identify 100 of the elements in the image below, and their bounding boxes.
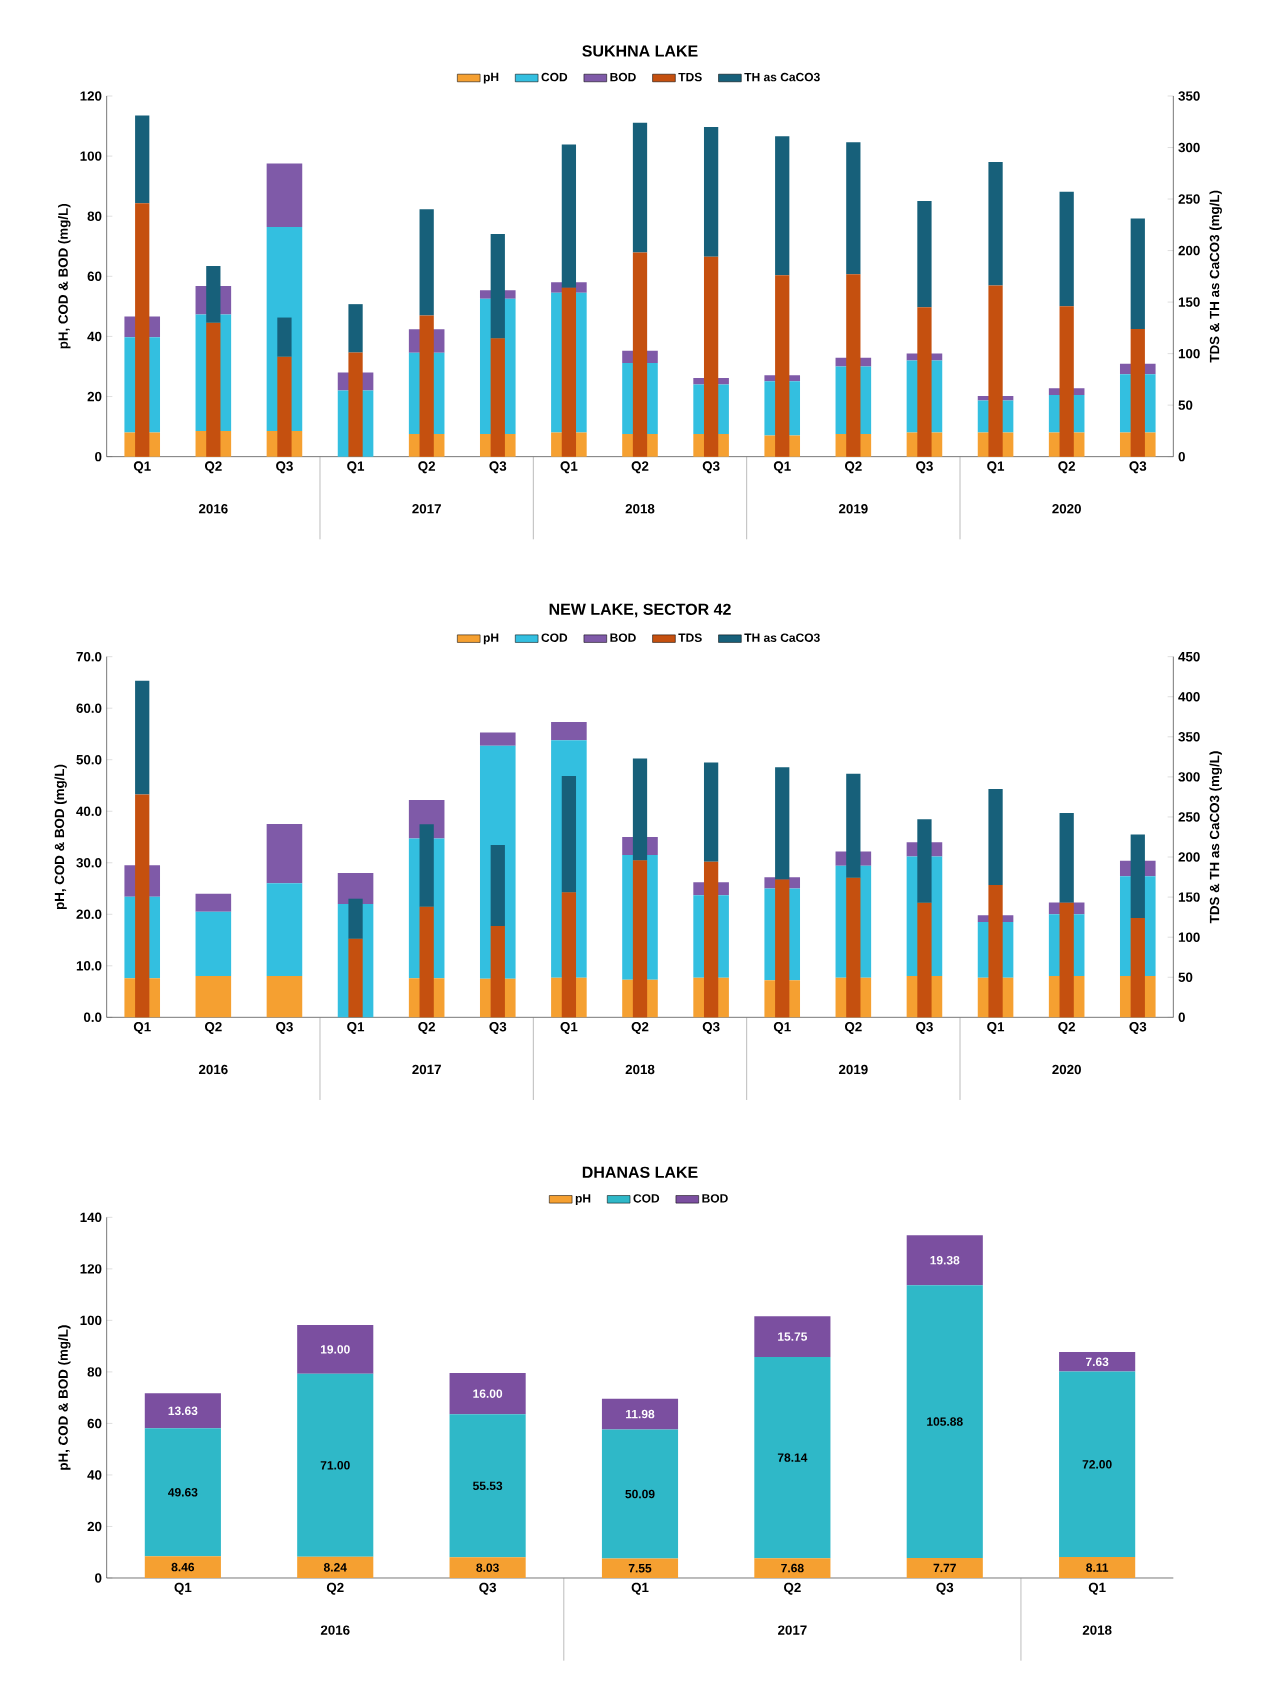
x-tick-label: Q3	[916, 1022, 933, 1034]
bar	[601, 1558, 679, 1578]
text: 2016	[198, 504, 228, 514]
data-label: 49.63	[168, 1488, 198, 1497]
y-tick-label: 40.0	[76, 806, 102, 816]
x-tick-label: Q2	[204, 1022, 222, 1034]
legend-label: TH as CaCO3	[744, 72, 820, 82]
bar	[337, 873, 374, 904]
y-tick-label: 100	[80, 1315, 102, 1326]
y-tick-label: 60	[87, 1418, 102, 1429]
bar	[1130, 218, 1145, 329]
y-tick-label: 40	[87, 331, 102, 342]
data-label: 72.00	[1082, 1460, 1112, 1469]
y-tick-label: 20	[87, 1521, 102, 1532]
y2-axis-title: TDS & TH as CaCO3 (mg/L)	[1209, 190, 1222, 363]
x-tick-label: Q1	[560, 461, 578, 474]
bar	[754, 1356, 831, 1559]
y-tick-label: 20.0	[76, 909, 102, 919]
y-tick-label: 30.0	[76, 858, 102, 868]
text: 2018	[1082, 1625, 1112, 1635]
bar	[906, 1235, 983, 1286]
data-label: 50.09	[625, 1489, 655, 1499]
y-axis-title: pH, COD & BOD (mg/L)	[54, 764, 67, 910]
y-tick-label: 20	[87, 391, 102, 402]
bar	[754, 1316, 831, 1357]
text: 2017	[778, 1625, 807, 1635]
bar	[348, 938, 363, 1018]
bar	[297, 1373, 374, 1557]
text: 2020	[1052, 504, 1081, 514]
y2-tick-label: 0	[1178, 451, 1185, 462]
y-tick-label: 120	[80, 1264, 102, 1274]
bar	[297, 1556, 374, 1578]
data-label: 71.00	[320, 1461, 350, 1470]
y-tick-label: 40	[87, 1470, 102, 1480]
x-tick-label: Q2	[844, 461, 862, 474]
y2-tick-label: 150	[1178, 297, 1200, 307]
bar	[266, 163, 303, 228]
y-tick-label: 50.0	[76, 755, 102, 765]
chart-title: DHANAS LAKE	[582, 1166, 698, 1178]
text: 2017	[412, 504, 441, 514]
text: 2016	[198, 1064, 228, 1075]
x-tick-label: Q2	[1058, 1022, 1076, 1034]
x-tick-label: Q1	[631, 1582, 649, 1595]
bar	[632, 122, 648, 253]
bar	[144, 1393, 221, 1429]
y2-tick-label: 300	[1178, 142, 1200, 153]
x-tick-label: Q1	[560, 1022, 578, 1034]
legend-label: COD	[541, 633, 568, 642]
y-axis-title: pH, COD & BOD (mg/L)	[58, 1325, 71, 1470]
x-tick-label: Q2	[418, 1022, 436, 1034]
bar	[297, 1324, 374, 1374]
legend-label: TH as CaCO3	[744, 633, 820, 642]
data-label: 7.68	[781, 1563, 804, 1573]
data-label: 16.00	[473, 1389, 503, 1398]
bar	[419, 209, 434, 316]
y-tick-label: 120	[80, 91, 102, 101]
bar	[348, 304, 363, 353]
bar	[266, 824, 303, 884]
bar	[1059, 1557, 1136, 1578]
data-label: 13.63	[168, 1406, 198, 1416]
bar	[601, 1398, 679, 1430]
bar	[195, 893, 232, 912]
x-tick-label: Q2	[631, 461, 649, 474]
text: 2020	[1052, 1064, 1081, 1075]
data-label: 19.00	[320, 1345, 350, 1354]
bar	[135, 680, 150, 795]
bar	[1059, 191, 1074, 307]
bar	[266, 976, 303, 1018]
y2-tick-label: 150	[1178, 892, 1200, 902]
x-tick-label: Q3	[702, 1022, 720, 1034]
legend-label: TDS	[678, 72, 702, 82]
y-tick-label: 100	[80, 151, 102, 161]
y2-tick-label: 350	[1178, 91, 1200, 101]
data-label: 105.88	[927, 1417, 963, 1426]
y2-tick-label: 300	[1178, 772, 1200, 782]
data-label: 8.11	[1086, 1563, 1109, 1572]
legend-label: COD	[633, 1194, 660, 1203]
y2-tick-label: 100	[1178, 932, 1200, 942]
y2-tick-label: 50	[1178, 972, 1193, 982]
y-tick-label: 80	[87, 211, 102, 221]
bar	[266, 883, 303, 977]
x-tick-label: Q2	[844, 1022, 862, 1034]
bar	[449, 1557, 526, 1578]
bar	[195, 911, 232, 977]
x-tick-label: Q1	[773, 461, 791, 474]
x-tick-label: Q3	[489, 1022, 507, 1034]
data-label: 8.24	[323, 1563, 347, 1572]
y-tick-label: 0.0	[83, 1012, 102, 1023]
x-tick-label: Q1	[773, 1022, 791, 1034]
data-label: 7.55	[628, 1564, 652, 1573]
x-tick-label: Q2	[631, 1022, 649, 1034]
x-tick-label: Q3	[702, 461, 720, 474]
bar	[917, 201, 932, 308]
data-label: 7.63	[1085, 1357, 1109, 1367]
data-label: 78.14	[777, 1453, 808, 1462]
x-tick-label: Q2	[1058, 461, 1076, 474]
x-tick-label: Q1	[987, 461, 1005, 474]
y-tick-label: 70.0	[76, 651, 102, 662]
text: 2017	[412, 1064, 441, 1075]
y2-tick-label: 250	[1178, 194, 1200, 204]
